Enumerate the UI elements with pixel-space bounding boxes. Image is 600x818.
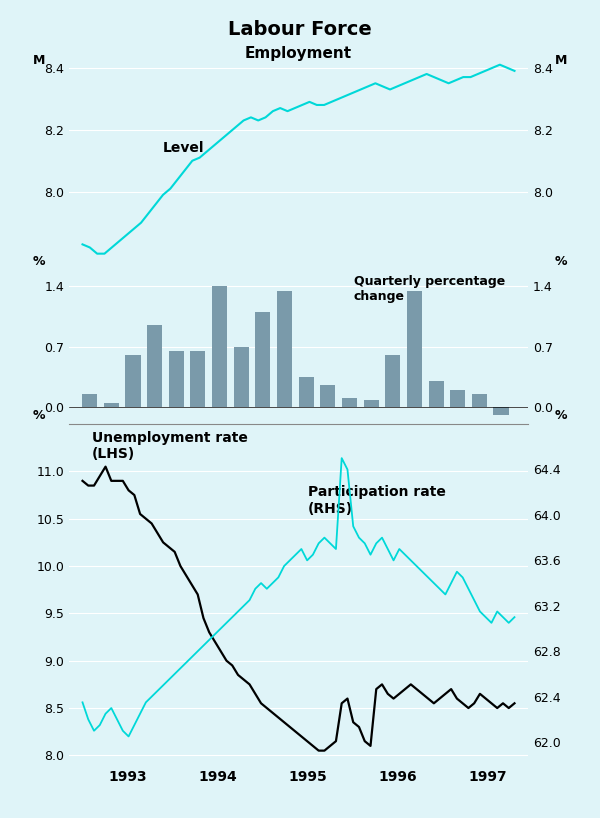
- Text: M: M: [555, 54, 567, 67]
- Text: %: %: [33, 410, 45, 422]
- Bar: [256, 312, 271, 407]
- Bar: [125, 355, 140, 407]
- Bar: [493, 407, 509, 416]
- Bar: [212, 286, 227, 407]
- Bar: [385, 355, 400, 407]
- Bar: [190, 351, 205, 407]
- Bar: [147, 325, 162, 407]
- Bar: [450, 389, 465, 407]
- Text: Employment: Employment: [245, 46, 352, 61]
- Bar: [299, 377, 314, 407]
- Bar: [82, 394, 97, 407]
- Text: M: M: [33, 54, 45, 67]
- Bar: [104, 402, 119, 407]
- Bar: [364, 400, 379, 407]
- Text: Level: Level: [163, 142, 205, 155]
- Bar: [234, 347, 249, 407]
- Text: Quarterly percentage
change: Quarterly percentage change: [353, 276, 505, 303]
- Text: Unemployment rate
(LHS): Unemployment rate (LHS): [92, 431, 248, 461]
- Text: Labour Force: Labour Force: [228, 20, 372, 39]
- Bar: [169, 351, 184, 407]
- Bar: [428, 381, 443, 407]
- Bar: [320, 385, 335, 407]
- Bar: [277, 290, 292, 407]
- Text: %: %: [555, 254, 567, 267]
- Bar: [472, 394, 487, 407]
- Bar: [342, 398, 357, 407]
- Text: %: %: [555, 410, 567, 422]
- Text: %: %: [33, 254, 45, 267]
- Text: Participation rate
(RHS): Participation rate (RHS): [308, 485, 446, 515]
- Bar: [407, 290, 422, 407]
